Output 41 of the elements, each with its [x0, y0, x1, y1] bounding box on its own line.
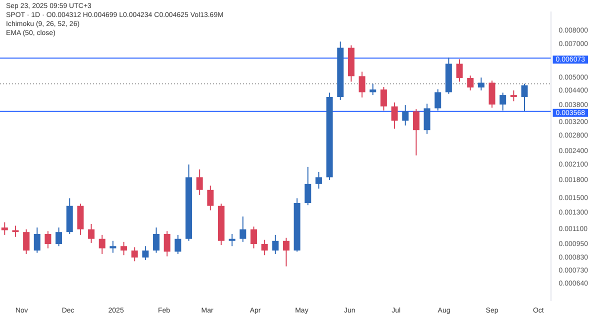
candlestick — [207, 185, 214, 211]
candlestick — [164, 230, 170, 257]
candlestick — [196, 168, 203, 196]
candlestick — [110, 240, 116, 254]
candlestick — [34, 226, 40, 254]
candlestick — [510, 90, 517, 102]
candlestick — [142, 246, 149, 260]
candlestick — [77, 203, 84, 236]
candlestick — [467, 75, 474, 91]
candlestick — [304, 166, 312, 206]
candlestick — [434, 88, 442, 111]
candlestick — [12, 225, 19, 238]
candlestick — [488, 80, 496, 108]
candlestick — [315, 171, 322, 190]
candlestick — [44, 230, 52, 249]
candlestick — [228, 233, 236, 247]
candlestick — [272, 234, 279, 254]
candlestick — [370, 83, 376, 96]
candlestick — [402, 104, 409, 126]
candlestick — [131, 246, 138, 262]
candlestick — [380, 86, 387, 111]
candlestick — [521, 83, 528, 112]
candlestick — [98, 234, 106, 254]
candlestick — [250, 226, 257, 249]
candlestick — [153, 226, 160, 254]
candlestick — [500, 92, 506, 111]
candlestick — [23, 228, 30, 254]
candlestick — [282, 237, 290, 267]
candlestick — [412, 108, 420, 156]
candlestick — [1, 222, 8, 236]
candlestick — [261, 239, 268, 256]
candlestick — [240, 216, 246, 242]
candlestick — [391, 102, 398, 130]
candlestick — [120, 241, 128, 256]
candlestick — [88, 223, 95, 244]
candlestick — [358, 71, 366, 98]
candlestick — [424, 103, 430, 134]
candlestick — [456, 58, 463, 82]
candlestick — [174, 234, 182, 254]
candlestick — [56, 226, 62, 247]
candlestick — [478, 77, 484, 91]
